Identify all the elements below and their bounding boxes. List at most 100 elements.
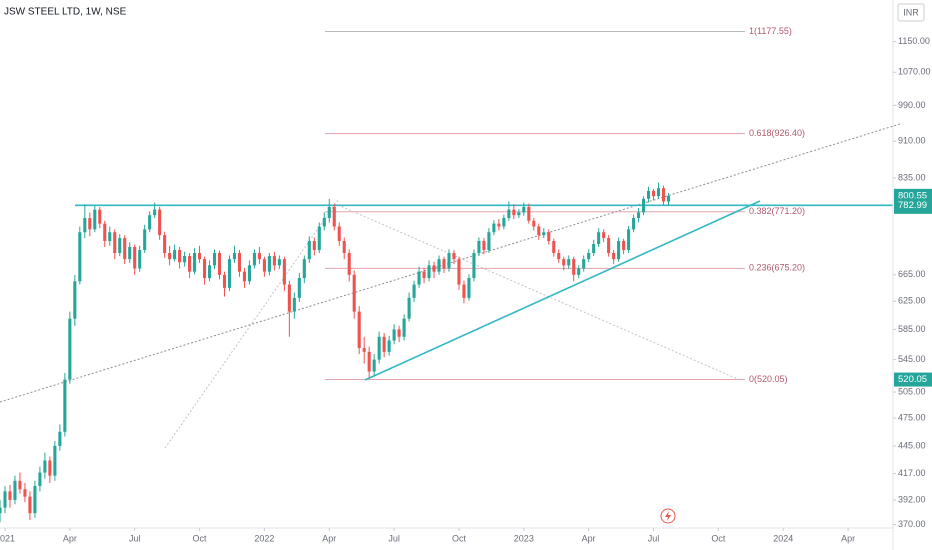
candle-body — [23, 489, 27, 497]
y-tick-label: 1150.00 — [898, 36, 930, 46]
y-tick-label: 445.00 — [898, 440, 926, 450]
candle-body — [602, 232, 606, 239]
fib-level-label: 0.236(675.20) — [749, 263, 805, 273]
candle-body — [227, 259, 232, 288]
candle-body — [632, 217, 636, 230]
candle-body — [661, 188, 666, 202]
candle-body — [78, 232, 82, 282]
candle-body — [108, 232, 112, 242]
x-tick-label: 2022 — [254, 533, 274, 543]
candle-body — [327, 206, 331, 218]
candle-body — [43, 460, 47, 473]
candle-body — [33, 486, 37, 514]
fib-level-label: 0.382(771.20) — [749, 206, 805, 216]
candle-body — [612, 253, 616, 260]
fib-level-label: 0(520.05) — [749, 374, 788, 384]
x-tick-label: Jul — [388, 533, 400, 543]
candle-body — [188, 256, 192, 272]
y-tick-label: 625.00 — [898, 296, 926, 306]
candle-body — [297, 278, 301, 298]
candle-body — [307, 241, 311, 260]
x-tick-label: Oct — [193, 533, 208, 543]
candle-body — [312, 241, 316, 250]
candle-body — [178, 249, 182, 263]
candle-body — [88, 217, 92, 230]
candle-body — [651, 190, 656, 197]
candle-body — [232, 253, 237, 260]
candle-body — [292, 297, 296, 312]
candle-body — [143, 229, 147, 250]
x-tick-label: Jul — [648, 533, 660, 543]
candle-body — [522, 206, 526, 213]
candle-body — [487, 232, 491, 250]
chart-title: JSW STEEL LTD, 1W, NSE — [4, 7, 127, 18]
candle-body — [3, 491, 7, 508]
fib-trend — [337, 204, 741, 381]
candle-body — [193, 253, 197, 272]
candle-body — [562, 259, 566, 266]
candle-body — [287, 284, 291, 312]
candle-body — [163, 235, 167, 254]
candle-body — [377, 336, 381, 360]
candle-body — [158, 209, 162, 236]
candle-body — [93, 209, 97, 230]
candle-body — [637, 212, 641, 218]
candle-body — [587, 253, 591, 260]
candle-body — [492, 223, 496, 233]
candle-body — [277, 259, 281, 266]
candle-body — [118, 238, 122, 254]
candle-body — [63, 379, 67, 432]
price-tag — [894, 198, 932, 213]
candle-body — [53, 445, 57, 476]
candle-body — [642, 198, 646, 213]
candle-body — [207, 265, 212, 279]
fib-levels: 1(1177.55) 0.618(926.40) 0.382(771.20) 0.23… — [325, 26, 805, 384]
candle-body — [173, 249, 177, 260]
price-tag-label: 520.05 — [898, 374, 927, 385]
candle-body — [8, 491, 12, 500]
currency-button[interactable] — [897, 3, 925, 22]
candles — [0, 182, 671, 523]
candle-body — [647, 190, 651, 199]
candle-body — [582, 259, 586, 269]
candle-body — [397, 329, 401, 337]
y-tick-label: 505.00 — [898, 386, 926, 396]
candle-body — [28, 496, 32, 514]
y-tick-label: 585.00 — [898, 324, 926, 334]
candle-body — [48, 460, 52, 476]
x-tick-label: Apr — [322, 533, 336, 543]
candle-body — [337, 226, 341, 242]
y-tick-label: 392.00 — [898, 494, 926, 504]
replay-icon[interactable] — [660, 508, 676, 524]
candle-body — [402, 318, 406, 337]
candle-body — [198, 253, 202, 260]
candle-body — [417, 271, 421, 285]
candle-body — [557, 253, 561, 260]
candle-body — [242, 271, 246, 282]
candle-body — [342, 241, 346, 254]
candle-body — [447, 253, 451, 269]
y-tick-label: 910.00 — [898, 136, 926, 146]
candle-body — [317, 226, 321, 250]
icon-bolt[interactable] — [665, 511, 671, 521]
candle-body — [357, 311, 361, 349]
candle-body — [262, 259, 266, 272]
candle-body — [202, 259, 207, 279]
candle-body — [656, 188, 661, 197]
candle-body — [497, 223, 501, 227]
candle-body — [666, 195, 671, 202]
candle-body — [482, 241, 486, 250]
candle-body — [572, 259, 576, 275]
candle-body — [272, 256, 276, 266]
candle-body — [322, 217, 326, 227]
candle-body — [517, 212, 521, 216]
candle-body — [567, 259, 571, 266]
ascending-trend-line — [364, 200, 761, 381]
candle-body — [542, 232, 546, 236]
candle-body — [347, 253, 351, 275]
candle-body — [502, 217, 506, 227]
candle-body — [128, 246, 132, 260]
candle-body — [607, 238, 611, 254]
candle-body — [153, 209, 157, 216]
